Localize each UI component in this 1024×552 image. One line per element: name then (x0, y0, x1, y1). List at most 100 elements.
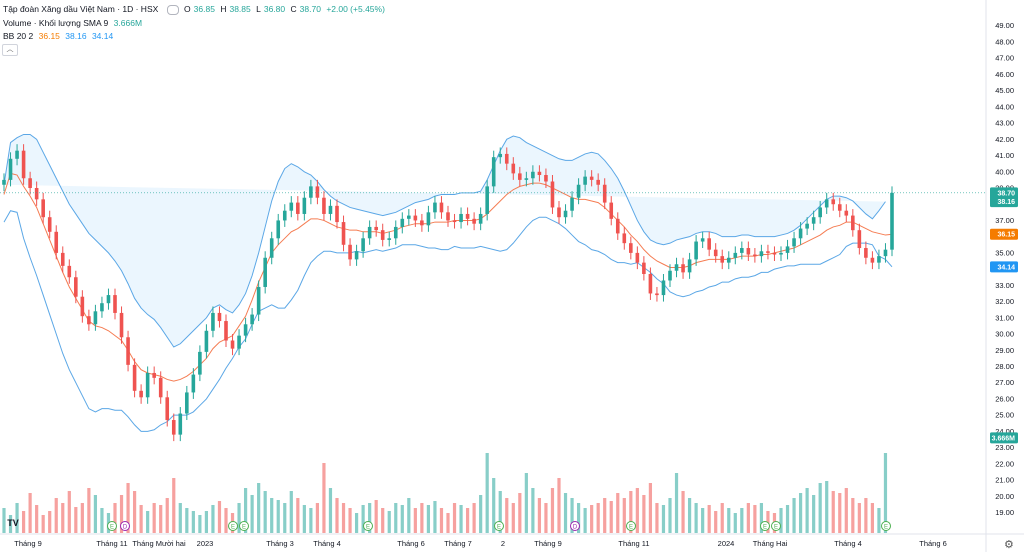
settings-icon[interactable]: ⚙ (1004, 539, 1014, 551)
candle-body (54, 231, 59, 253)
volume-bar (315, 503, 320, 533)
candle-body (472, 218, 476, 224)
candle-body (152, 372, 156, 378)
volume-bar (883, 453, 888, 533)
candle-body (524, 178, 529, 180)
candle-body (635, 252, 640, 263)
y-tick-label: 44.00 (995, 102, 1014, 111)
y-tick-label: 33.00 (995, 281, 1014, 290)
volume-bar (616, 493, 620, 533)
candle-body (263, 257, 267, 287)
y-tick-label: 26.00 (995, 394, 1014, 403)
y-tick-label: 31.00 (995, 313, 1014, 322)
candle-body (106, 295, 111, 304)
bb-lower-tag (990, 261, 1018, 273)
candle-body (100, 303, 104, 312)
volume-bar (126, 483, 130, 533)
volume-bar (243, 488, 248, 533)
candle-body (47, 217, 52, 232)
candle-body (315, 186, 320, 198)
y-tick-label: 42.00 (995, 135, 1014, 144)
candle-body (498, 153, 503, 158)
candle-body (439, 202, 444, 213)
volume-bar (354, 513, 359, 533)
candle-body (596, 179, 600, 185)
x-tick-label: Tháng 4 (834, 539, 862, 548)
volume-tag (990, 432, 1018, 444)
candle-body (282, 210, 287, 221)
candle-body (387, 238, 392, 240)
candle-body (198, 351, 202, 375)
event-marker (760, 521, 770, 531)
candle-body (34, 187, 39, 200)
x-tick-label: Tháng 11 (618, 539, 649, 548)
volume-bar (100, 508, 104, 533)
candle-body (648, 273, 653, 294)
volume-bar (701, 508, 705, 533)
volume-bar (21, 511, 26, 533)
volume-bar (61, 503, 65, 533)
eye-icon[interactable] (166, 4, 179, 15)
volume-bar (779, 508, 783, 533)
bb-lower-tag-label: 34.14 (997, 264, 1015, 271)
x-tick-label: Tháng Mười hai (132, 539, 186, 548)
candle-body (583, 176, 587, 185)
volume-bar (8, 515, 13, 533)
candle-body (322, 197, 326, 214)
candle-body (864, 248, 868, 258)
volume-bar (302, 505, 306, 533)
candle-body (374, 226, 378, 231)
close-value: 38.70 (299, 4, 321, 14)
candle-body (713, 249, 718, 257)
candle-body (674, 264, 679, 271)
volume-bar (119, 495, 124, 533)
low-value: 36.80 (263, 4, 286, 14)
chevron-up-icon[interactable]: ︿ (2, 44, 18, 56)
candle-body (2, 179, 6, 185)
event-marker-label: E (110, 525, 114, 531)
candle-body (622, 233, 627, 244)
candle-body (511, 163, 516, 174)
candle-body (185, 392, 189, 414)
volume-legend[interactable]: Volume · Khối lượng SMA 9 3.666M (3, 18, 145, 29)
symbol-title[interactable]: Tập đoàn Xăng dầu Việt Nam · 1D · HSX (3, 4, 159, 14)
candle-body (139, 390, 143, 398)
candle-body (629, 243, 633, 253)
candle-body (74, 277, 78, 297)
candle-body (537, 171, 542, 176)
event-marker-label: D (123, 525, 128, 531)
tradingview-logo-icon[interactable]: TV (7, 518, 19, 528)
volume-bar (838, 493, 842, 533)
volume-bar (511, 503, 515, 533)
event-marker-label: E (774, 525, 778, 531)
volume-bar (439, 508, 444, 533)
volume-bar (472, 503, 476, 533)
volume-bar (374, 500, 378, 533)
x-tick-label: Tháng 6 (919, 539, 947, 548)
candle-body (230, 340, 235, 349)
candle-body (785, 246, 790, 253)
candle-body (746, 248, 751, 255)
volume-bar (433, 501, 437, 533)
volume-bar (465, 508, 470, 533)
volume-bar (544, 503, 548, 533)
candle-body (753, 254, 757, 257)
volume-bar (655, 503, 659, 533)
candle-body (276, 220, 281, 239)
candle-body (740, 248, 744, 253)
volume-bar (296, 498, 300, 533)
candle-body (844, 210, 849, 216)
candle-body (792, 238, 796, 247)
candle-body (250, 314, 254, 325)
low-label: L (256, 4, 261, 14)
y-tick-label: 23.00 (995, 443, 1014, 452)
candle-body (681, 264, 685, 273)
candle-body (361, 238, 365, 252)
volume-bar (452, 503, 457, 533)
volume-bar (309, 508, 313, 533)
volume-bar (257, 483, 261, 533)
bb-legend[interactable]: BB 20 2 36.15 38.16 34.14 (3, 31, 116, 42)
volume-bar (263, 491, 267, 533)
candle-body (576, 184, 581, 198)
